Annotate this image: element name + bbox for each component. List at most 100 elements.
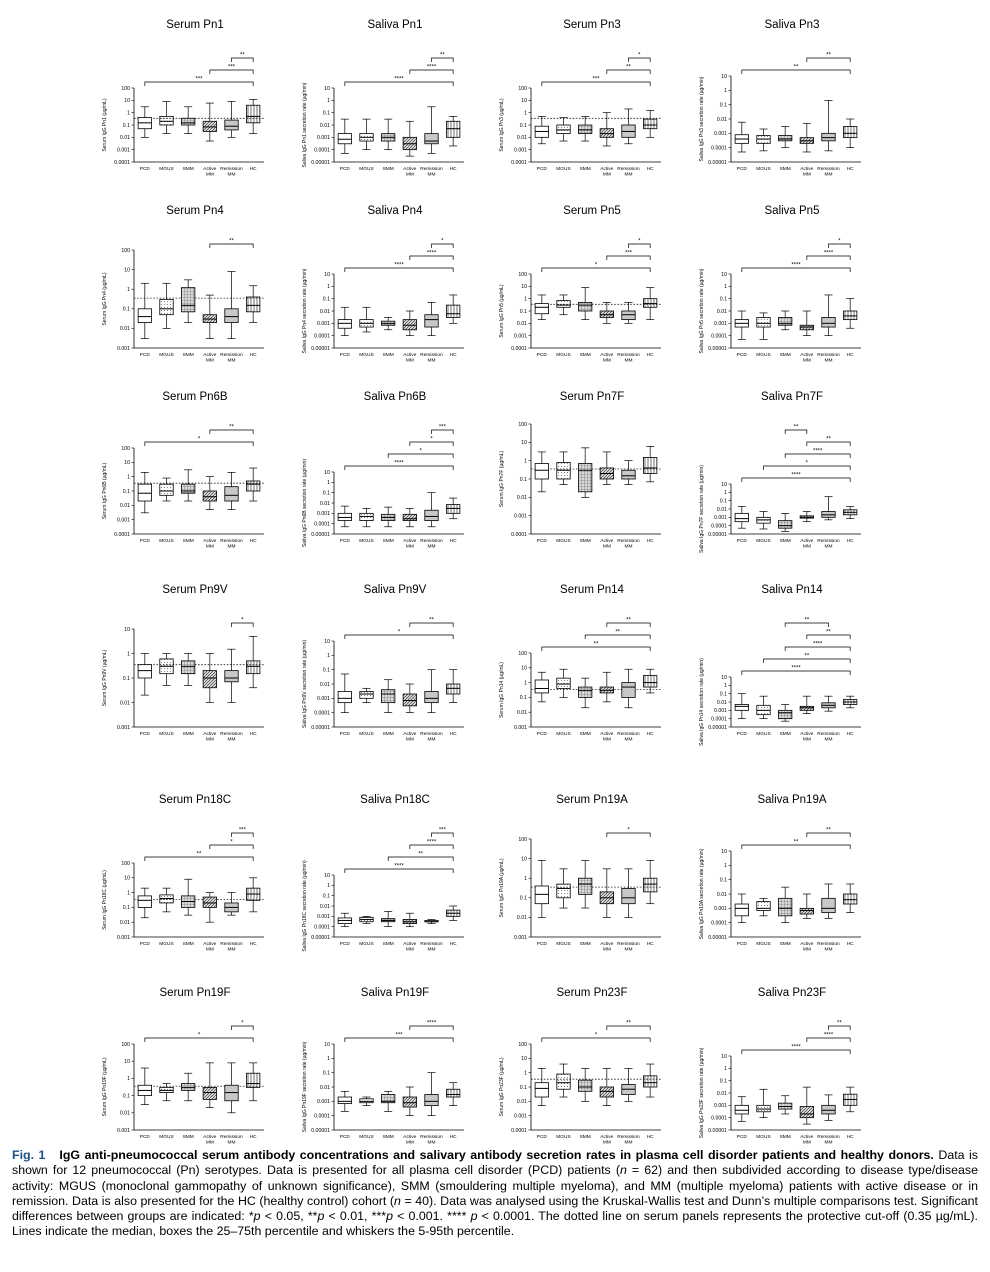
box-remission-mm [621, 868, 636, 918]
y-tick-label: 0.001 [117, 725, 130, 731]
x-tick-label: MM [803, 544, 811, 550]
y-axis-label: Saliva IgG Pn9V secretion rate (µg/min) [302, 640, 308, 729]
box-smm [381, 911, 396, 928]
significance-bracket [606, 1025, 651, 1030]
significance-bracket [231, 57, 254, 62]
y-tick-label: 0.1 [720, 102, 727, 108]
y-tick-label: 1 [327, 480, 330, 486]
y-axis-label: Serum IgG Pn19F (µg/mL) [102, 1057, 108, 1116]
significance-bracket [231, 622, 254, 627]
significance-label: * [638, 239, 641, 245]
y-tick-label: 1 [524, 296, 527, 302]
x-tick-label: HC [847, 166, 854, 172]
significance-bracket [409, 441, 454, 446]
y-axis-label: Saliva IgG Pn19A secretion rate (µg/min) [699, 848, 705, 939]
y-axis-label: Serum IgG Pn18C (µg/mL) [102, 870, 108, 930]
box-active-mm [202, 892, 217, 923]
box-remission-mm [621, 108, 636, 145]
x-tick-label: MM [406, 358, 414, 364]
y-tick-label: 0.1 [123, 905, 130, 911]
x-tick-label: PCD [140, 352, 151, 358]
y-tick-label: 100 [518, 272, 527, 278]
y-tick-label: 0.001 [514, 1113, 527, 1119]
box-pcd [337, 912, 352, 928]
box-hc [843, 695, 858, 709]
y-tick-label: 0.1 [720, 498, 727, 504]
caption-symbol: p [253, 1209, 261, 1224]
x-tick-label: Remission [817, 166, 840, 172]
chart-panel: Saliva Pn19A Saliva IgG Pn19A secretion r… [697, 787, 872, 967]
chart-panel: Saliva Pn3 Saliva IgG Pn3 secretion rate … [697, 12, 872, 192]
x-tick-label: PCD [340, 538, 351, 544]
y-tick-label: 0.0001 [711, 523, 727, 529]
box-plot: Serum Pn9V Serum IgG Pn9V (µg/mL) 0.001 0.0… [102, 584, 264, 743]
y-tick-label: 0.001 [317, 135, 330, 141]
y-axis-label: Saliva IgG Pn6B secretion rate (µg/min) [302, 459, 308, 548]
significance-bracket [409, 69, 454, 74]
box-remission-mm [621, 460, 636, 485]
y-tick-label: 0.00001 [311, 160, 330, 166]
significance-bracket [209, 844, 254, 849]
x-tick-label: SMM [780, 166, 791, 172]
significance-bracket [763, 465, 851, 470]
y-tick-label: 0.01 [517, 1099, 527, 1105]
chart-title: Saliva Pn1 [368, 19, 423, 31]
significance-bracket [541, 267, 651, 272]
significance-label: ** [826, 828, 831, 834]
box-hc [843, 506, 858, 519]
significance-label: *** [395, 1033, 403, 1039]
box-plot: Saliva Pn9V Saliva IgG Pn9V secretion rat… [302, 584, 464, 743]
y-tick-label: 0.1 [520, 309, 527, 315]
y-tick-label: 0.0001 [114, 160, 130, 166]
box-mgus [556, 451, 571, 485]
box-plot: Serum Pn23F Serum IgG Pn23F (µg/mL) 0.0001… [499, 987, 661, 1146]
chart-panel: Saliva Pn19F Saliva IgG Pn19F secretion r… [300, 980, 475, 1160]
box-hc [446, 1082, 461, 1106]
significance-label: * [838, 239, 841, 245]
y-tick-label: 0.001 [317, 1099, 330, 1105]
chart-panel: Saliva Pn1 Saliva IgG Pn1 secretion rate … [300, 12, 475, 192]
box-remission-mm [424, 106, 439, 154]
box-mgus [756, 897, 771, 917]
significance-bracket [806, 441, 851, 446]
y-tick-label: 0.00001 [311, 725, 330, 731]
y-tick-label: 0.0001 [511, 160, 527, 166]
x-tick-label: PCD [737, 1134, 748, 1140]
box-remission-mm [821, 294, 836, 337]
box-pcd [534, 294, 549, 320]
x-tick-label: Active [203, 352, 216, 358]
significance-bracket [806, 57, 851, 62]
x-tick-label: MGUS [556, 1134, 570, 1140]
x-tick-label: MM [406, 737, 414, 743]
y-tick-label: 0.0001 [314, 147, 330, 153]
significance-bracket [628, 243, 651, 248]
y-tick-label: 0.01 [320, 123, 330, 129]
y-axis-label: Saliva IgG Pn19F secretion rate (µg/min) [302, 1041, 308, 1132]
x-tick-label: MM [603, 1140, 611, 1146]
box-mgus [359, 118, 374, 151]
y-tick-label: 100 [121, 446, 130, 452]
y-tick-label: 10 [124, 98, 130, 104]
y-tick-label: 10 [721, 1054, 727, 1060]
x-tick-label: SMM [580, 538, 591, 544]
box-plot: Saliva Pn5 Saliva IgG Pn5 secretion rate … [699, 205, 861, 364]
y-tick-label: 10 [521, 856, 527, 862]
y-tick-label: 0.1 [520, 896, 527, 902]
box-plot: Serum Pn14 Serum IgG Pn14 (µg/mL) 0.001 0.0… [499, 584, 661, 743]
box-active-mm [202, 102, 217, 142]
box-remission-mm [821, 695, 836, 712]
chart-panel: Serum Pn14 Serum IgG Pn14 (µg/mL) 0.001 0.0… [497, 577, 672, 757]
x-tick-label: Active [800, 538, 813, 544]
significance-label: ** [229, 239, 234, 245]
significance-label: * [430, 437, 433, 443]
x-tick-label: SMM [383, 166, 394, 172]
significance-label: ** [418, 852, 423, 858]
y-tick-label: 1 [327, 883, 330, 889]
y-tick-label: 10 [521, 666, 527, 672]
box-pcd [337, 306, 352, 337]
box-active-mm [599, 302, 614, 324]
x-tick-label: Active [600, 731, 613, 737]
x-tick-label: MM [803, 737, 811, 743]
x-tick-label: Active [403, 941, 416, 947]
y-tick-label: 0.01 [120, 503, 130, 509]
